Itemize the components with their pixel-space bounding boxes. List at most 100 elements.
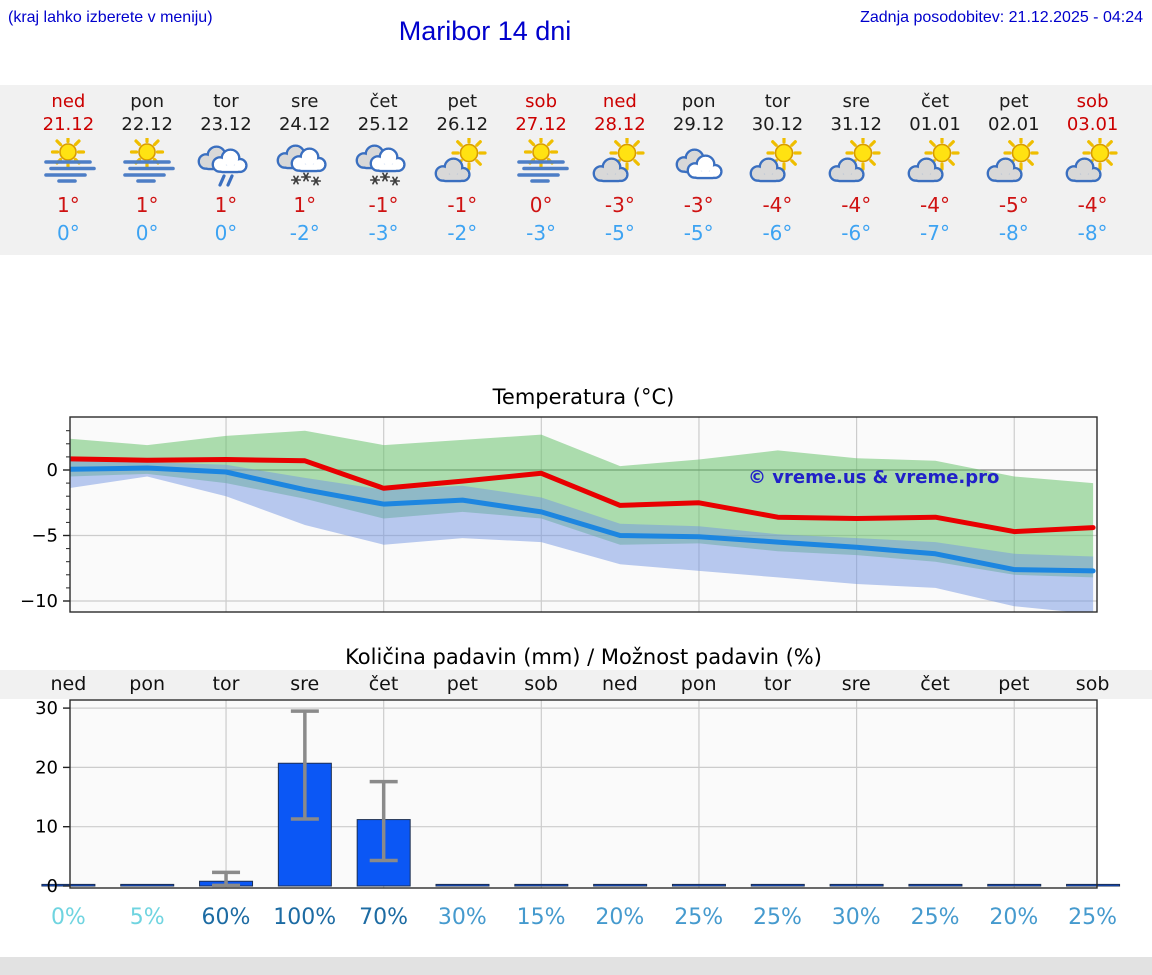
precip-day-labels-row: ned pon tor sre čet pet sob ned pon tor … [0, 670, 1152, 699]
high-temperature: -4° [920, 193, 950, 217]
low-temperature: 0° [57, 221, 80, 245]
precip-probability-label: 25% [910, 905, 960, 930]
partly-cloudy-icon [1053, 138, 1132, 190]
precip-day-label: ned [601, 673, 638, 695]
svg-text:20: 20 [35, 757, 58, 778]
day-date: 24.12 [278, 114, 331, 135]
high-temperature: 1° [57, 193, 80, 217]
forecast-day-column: sre 31.12 -4° -6° [817, 85, 896, 255]
watermark-text: © vreme.us & vreme.pro [748, 467, 999, 488]
menu-hint-text: (kraj lahko izberete v meniju) [8, 9, 213, 26]
partly-cloudy-icon [817, 138, 896, 190]
day-date: 31.12 [830, 114, 882, 135]
page-title: Maribor 14 dni [398, 16, 572, 46]
forecast-strip: ned 21.12 1° 0° pon 22.12 1° 0° tor 23.1… [0, 85, 1152, 255]
partly-cloudy-icon [896, 138, 975, 190]
svg-text:30: 30 [35, 698, 58, 719]
fog-sun-icon [502, 138, 581, 190]
precipitation-chart: 0 10 20 30 [35, 698, 1121, 897]
high-temperature: -5° [998, 193, 1029, 217]
forecast-day-column: čet 01.01 -4° -7° [896, 85, 975, 255]
low-temperature: -2° [289, 221, 320, 245]
precip-day-label: sob [1075, 673, 1110, 695]
day-date: 01.01 [909, 114, 961, 135]
high-temperature: -4° [1077, 193, 1108, 217]
precip-probability-label: 60% [201, 905, 251, 930]
day-name: pet [447, 91, 478, 112]
temperature-chart-title: Temperatura (°C) [492, 385, 675, 409]
forecast-day-column: pon 29.12 -3° -5° [659, 85, 738, 255]
day-name: sre [842, 91, 870, 112]
low-temperature: -3° [368, 221, 399, 245]
precip-day-label: tor [212, 673, 240, 695]
precip-probability-label: 0% [50, 905, 86, 930]
precip-probability-label: 20% [989, 905, 1039, 930]
high-temperature: -3° [683, 193, 714, 217]
high-temperature: 1° [214, 193, 238, 217]
precip-probability-row: 0% 5% 60% 100% 70% 30% 15% 20% 25% 25% 3… [0, 901, 1152, 935]
precip-probability-label: 20% [595, 905, 645, 930]
svg-text:0: 0 [47, 460, 58, 481]
high-temperature: -1° [368, 193, 399, 217]
high-temperature: 1° [293, 193, 317, 217]
day-name: čet [369, 91, 398, 112]
day-name: ned [51, 91, 86, 112]
precip-day-label: pon [129, 673, 166, 695]
day-date: 22.12 [121, 114, 173, 135]
forecast-day-column: ned 21.12 1° 0° [29, 85, 108, 255]
precip-probability-label: 5% [129, 905, 165, 930]
forecast-day-column: tor 30.12 -4° -6° [738, 85, 817, 255]
snow-icon [265, 138, 344, 190]
day-date: 25.12 [357, 114, 410, 135]
precip-probability-label: 25% [674, 905, 724, 930]
day-name: tor [213, 91, 239, 112]
precip-day-label: ned [50, 673, 87, 695]
svg-text:−5: −5 [31, 526, 58, 547]
day-name: pon [681, 91, 716, 112]
forecast-day-column: tor 23.12 1° 0° [187, 85, 266, 255]
low-temperature: -5° [604, 221, 635, 245]
precip-day-label: pon [680, 673, 717, 695]
low-temperature: -6° [762, 221, 793, 245]
precip-day-label: sre [841, 673, 871, 695]
precip-day-label: čet [920, 673, 950, 695]
day-name: sob [525, 91, 557, 112]
forecast-day-column: ned 28.12 -3° -5° [580, 85, 659, 255]
rain-icon [187, 138, 266, 190]
high-temperature: -4° [762, 193, 793, 217]
day-name: ned [602, 91, 637, 112]
partly-cloudy-icon [580, 138, 659, 190]
svg-text:−10: −10 [20, 591, 58, 612]
partly-cloudy-icon [423, 138, 502, 190]
precip-probability-label: 25% [1068, 905, 1118, 930]
forecast-day-column: sob 27.12 0° -3° [502, 85, 581, 255]
svg-text:10: 10 [35, 817, 58, 838]
fog-sun-icon [108, 138, 187, 190]
high-temperature: -4° [841, 193, 872, 217]
precip-probability-label: 30% [831, 905, 881, 930]
day-date: 23.12 [200, 114, 252, 135]
low-temperature: -2° [447, 221, 478, 245]
day-date: 03.01 [1066, 114, 1119, 135]
precip-probability-label: 15% [516, 905, 566, 930]
low-temperature: -8° [1077, 221, 1108, 245]
precip-probability-label: 25% [753, 905, 802, 930]
day-date: 29.12 [672, 114, 725, 135]
day-date: 27.12 [515, 114, 567, 135]
last-update-text: Zadnja posodobitev: 21.12.2025 - 04:24 [860, 9, 1143, 26]
fog-sun-icon [29, 138, 108, 190]
precip-probability-label: 100% [273, 905, 337, 930]
precip-day-label: pet [998, 673, 1030, 695]
low-temperature: -3° [526, 221, 557, 245]
precip-probability-label: 30% [437, 905, 487, 930]
high-temperature: -1° [447, 193, 478, 217]
low-temperature: -8° [998, 221, 1029, 245]
svg-text:0: 0 [47, 876, 58, 897]
day-date: 21.12 [42, 114, 95, 135]
cloudy-icon [659, 138, 738, 190]
day-date: 26.12 [436, 114, 489, 135]
low-temperature: 0° [214, 221, 238, 245]
forecast-day-column: sre 24.12 1° -2° [265, 85, 344, 255]
precip-day-label: sob [524, 673, 558, 695]
